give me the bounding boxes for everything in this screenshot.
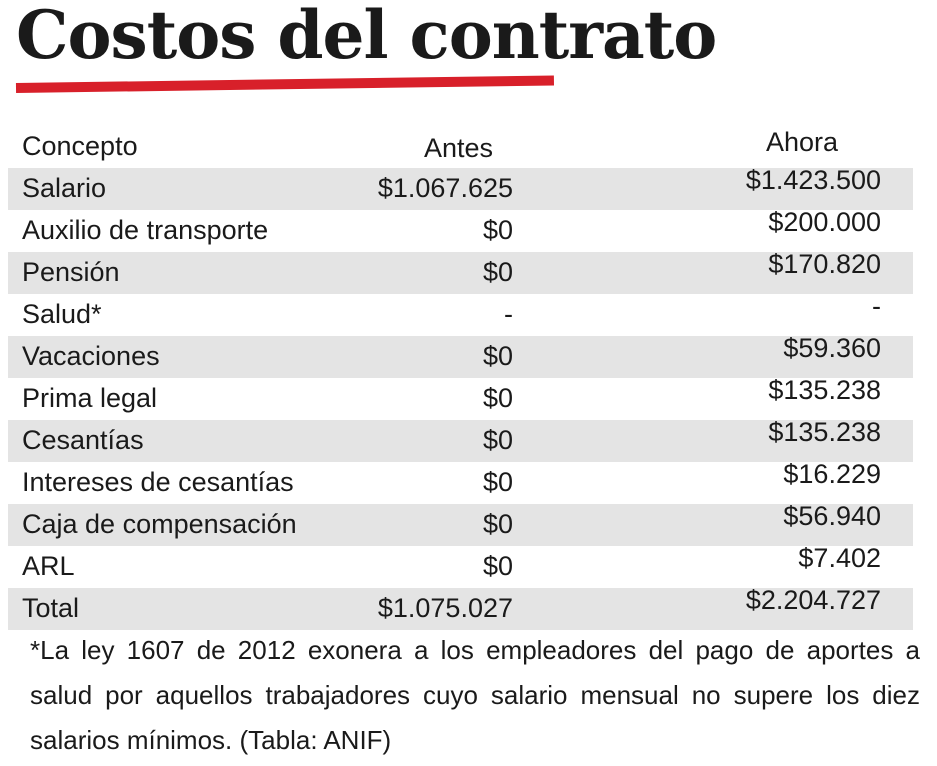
table-cell: $135.238: [768, 375, 881, 405]
table-row: Cesantías $0 $135.238: [8, 417, 913, 462]
table-cell: $135.238: [768, 417, 881, 447]
header-cell: Ahora: [765, 127, 838, 157]
cost-table: Concepto Antes Ahora Salario $1.067.625 $1.42…: [8, 120, 913, 630]
table-row: Salud* - -: [8, 291, 913, 336]
table-cell: Pensión: [22, 257, 120, 287]
table-cell: Intereses de cesantías: [22, 467, 294, 497]
table-cell: Vacaciones: [22, 341, 160, 371]
table-cell: $59.360: [783, 333, 881, 363]
footnote: *La ley 1607 de 2012 exonera a los emple…: [30, 635, 920, 755]
table-row: Caja de compensación $0 $56.940: [8, 501, 913, 546]
table-cell: $0: [482, 383, 513, 413]
table-cell: $1.423.500: [745, 165, 881, 195]
table-cell: $0: [482, 467, 513, 497]
table-cell: $200.000: [768, 207, 881, 237]
table-cell: Prima legal: [22, 383, 158, 413]
table-row: Total $1.075.027 $2.204.727: [8, 585, 913, 630]
table-row: Auxilio de transporte $0 $200.000: [8, 207, 913, 252]
title-underline: [15, 75, 555, 93]
table-cell: $16.229: [783, 459, 881, 489]
table-cell: $0: [482, 551, 513, 581]
table-cell: Salario: [22, 173, 107, 203]
table-row: Pensión $0 $170.820: [8, 249, 913, 294]
table-cell: $56.940: [783, 501, 881, 531]
table-cell: $1.067.625: [377, 173, 513, 203]
table-cell: Auxilio de transporte: [22, 215, 269, 245]
table-cell: $0: [482, 425, 513, 455]
table-row: Vacaciones $0 $59.360: [8, 333, 913, 378]
table-cell: $7.402: [798, 543, 881, 573]
table-cell: Salud*: [22, 299, 102, 329]
table-cell: $0: [482, 215, 513, 245]
table-row: Intereses de cesantías $0 $16.229: [8, 459, 913, 504]
header-row: Concepto Antes Ahora: [8, 120, 913, 168]
table-cell: $170.820: [768, 249, 881, 279]
title: Costos del contrato: [16, 0, 717, 74]
table-cell: Caja de compensación: [22, 509, 297, 539]
table-cell: $0: [482, 509, 513, 539]
header-cell: Concepto: [22, 131, 138, 161]
table-cell: $0: [482, 257, 513, 287]
table-cell: -: [504, 299, 513, 329]
table-row: Prima legal $0 $135.238: [8, 375, 913, 420]
table-cell: $0: [482, 341, 513, 371]
table-cell: Cesantías: [22, 425, 144, 455]
header-cell: Antes: [423, 133, 493, 163]
table-cell: ARL: [22, 551, 75, 581]
table-row: ARL $0 $7.402: [8, 543, 913, 588]
table-cell: -: [872, 291, 881, 321]
table-row: Salario $1.067.625 $1.423.500: [8, 165, 913, 210]
table-cell: Total: [22, 593, 80, 623]
table-cell: $2.204.727: [745, 585, 881, 615]
table-cell: $1.075.027: [377, 593, 513, 623]
